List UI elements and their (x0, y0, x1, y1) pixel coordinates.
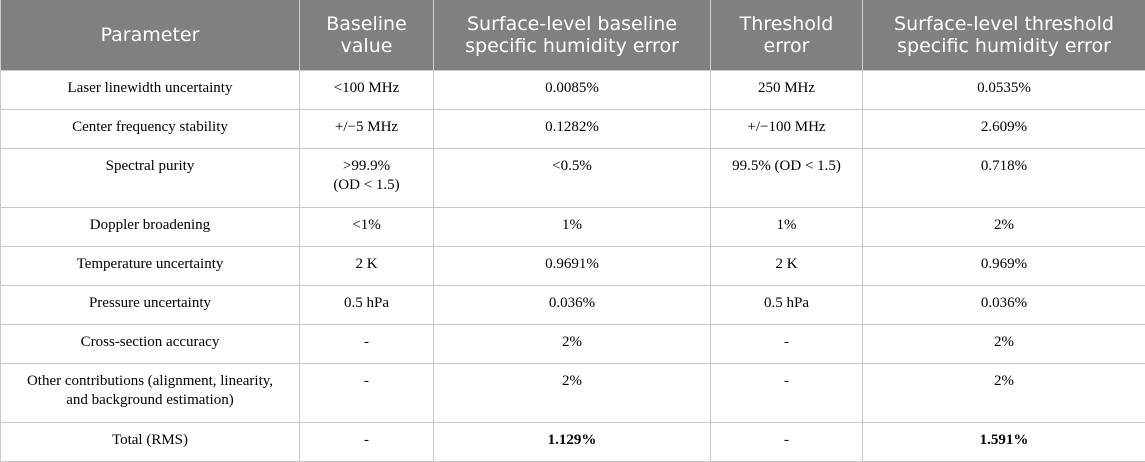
table-row: Temperature uncertainty 2 K 0.9691% 2 K … (1, 247, 1145, 286)
cell-threshold-error: - (711, 364, 863, 423)
table-row: Center frequency stability +/−5 MHz 0.12… (1, 110, 1145, 149)
table-row-total: Total (RMS) - 1.129% - 1.591% (1, 423, 1145, 462)
cell-threshold-humidity-error: 2.609% (863, 110, 1145, 149)
cell-baseline-value: +/−5 MHz (300, 110, 434, 149)
cell-baseline-value: - (300, 423, 434, 462)
header-threshold-error: Threshold error (711, 0, 863, 71)
table-row: Laser linewidth uncertainty <100 MHz 0.0… (1, 71, 1145, 110)
cell-threshold-error: 99.5% (OD < 1.5) (711, 149, 863, 208)
header-baseline-humidity-error: Surface-level baseline specific humidity… (434, 0, 711, 71)
cell-threshold-error: 2 K (711, 247, 863, 286)
cell-baseline-error: 0.9691% (434, 247, 711, 286)
table-row: Cross-section accuracy - 2% - 2% (1, 325, 1145, 364)
cell-baseline-error: 2% (434, 325, 711, 364)
cell-baseline-value: <1% (300, 208, 434, 247)
cell-parameter: Other contributions (alignment, linearit… (1, 364, 300, 423)
table-row: Doppler broadening <1% 1% 1% 2% (1, 208, 1145, 247)
cell-parameter: Total (RMS) (1, 423, 300, 462)
cell-baseline-value: >99.9% (OD < 1.5) (300, 149, 434, 208)
cell-parameter: Temperature uncertainty (1, 247, 300, 286)
header-baseline-value: Baseline value (300, 0, 434, 71)
header-parameter: Parameter (1, 0, 300, 71)
header-threshold-humidity-error: Surface-level threshold specific humidit… (863, 0, 1145, 71)
cell-threshold-humidity-error: 2% (863, 208, 1145, 247)
cell-parameter: Laser linewidth uncertainty (1, 71, 300, 110)
table-row: Other contributions (alignment, linearit… (1, 364, 1145, 423)
cell-baseline-error: 0.1282% (434, 110, 711, 149)
cell-threshold-error: 0.5 hPa (711, 286, 863, 325)
cell-parameter: Spectral purity (1, 149, 300, 208)
cell-threshold-humidity-error: 0.718% (863, 149, 1145, 208)
cell-threshold-humidity-error: 0.036% (863, 286, 1145, 325)
cell-parameter: Doppler broadening (1, 208, 300, 247)
cell-baseline-error: 1% (434, 208, 711, 247)
cell-threshold-error: 1% (711, 208, 863, 247)
table-header-row: Parameter Baseline value Surface-level b… (1, 0, 1145, 71)
cell-baseline-value: 2 K (300, 247, 434, 286)
cell-threshold-humidity-error: 2% (863, 325, 1145, 364)
cell-threshold-error: 250 MHz (711, 71, 863, 110)
table-row: Pressure uncertainty 0.5 hPa 0.036% 0.5 … (1, 286, 1145, 325)
cell-baseline-error: 2% (434, 364, 711, 423)
cell-baseline-value: - (300, 364, 434, 423)
cell-threshold-humidity-error: 0.969% (863, 247, 1145, 286)
cell-threshold-humidity-error: 0.0535% (863, 71, 1145, 110)
cell-baseline-value: - (300, 325, 434, 364)
cell-baseline-error: 0.0085% (434, 71, 711, 110)
cell-threshold-error: - (711, 325, 863, 364)
cell-threshold-humidity-error-total: 1.591% (863, 423, 1145, 462)
cell-threshold-humidity-error: 2% (863, 364, 1145, 423)
cell-baseline-error: 0.036% (434, 286, 711, 325)
cell-threshold-error: +/−100 MHz (711, 110, 863, 149)
cell-baseline-error-total: 1.129% (434, 423, 711, 462)
cell-baseline-error: <0.5% (434, 149, 711, 208)
cell-baseline-value: <100 MHz (300, 71, 434, 110)
cell-parameter: Cross-section accuracy (1, 325, 300, 364)
cell-parameter: Center frequency stability (1, 110, 300, 149)
cell-threshold-error: - (711, 423, 863, 462)
cell-parameter: Pressure uncertainty (1, 286, 300, 325)
table-row: Spectral purity >99.9% (OD < 1.5) <0.5% … (1, 149, 1145, 208)
cell-baseline-value: 0.5 hPa (300, 286, 434, 325)
